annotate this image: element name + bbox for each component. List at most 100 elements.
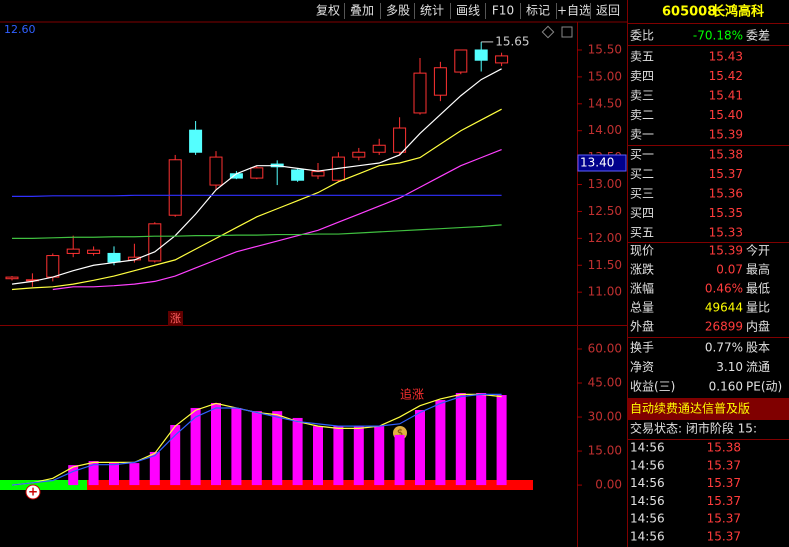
toolbar-button[interactable]: 标记	[526, 4, 550, 18]
y-tick-label: 14.00	[588, 123, 622, 137]
bar	[272, 411, 283, 486]
signal-label: 追涨	[400, 387, 424, 402]
toolbar-button[interactable]: 返回	[596, 4, 620, 18]
toolbar-button[interactable]: 统计	[420, 4, 444, 18]
stat-label: 外盘	[630, 319, 654, 334]
ask-price: 15.39	[709, 128, 743, 142]
bar	[415, 410, 425, 486]
diamond-icon[interactable]	[541, 25, 555, 39]
banner-box	[628, 398, 789, 420]
candle-body	[474, 49, 488, 61]
stat-label: 涨幅	[630, 281, 654, 296]
toolbar-button[interactable]: 复权	[316, 4, 340, 18]
bid-label: 买五	[630, 226, 654, 240]
tick-price: 15.37	[707, 512, 741, 526]
row-label: 委比	[630, 29, 654, 43]
toolbar-button[interactable]: 多股	[386, 4, 410, 18]
candle-body	[495, 55, 509, 64]
stat-label: 现价	[630, 244, 654, 258]
bid-label: 买四	[630, 206, 654, 220]
bar	[455, 393, 466, 486]
fund-label: PE(动)	[746, 380, 782, 394]
row-value: -70.18%	[693, 29, 743, 43]
bar	[129, 463, 140, 486]
y-tick-label: 11.50	[588, 258, 622, 272]
bid-price: 15.35	[709, 206, 743, 220]
y-tick-label: 15.00	[588, 69, 622, 83]
candle-body	[372, 144, 386, 153]
fund-value: 3.10	[716, 360, 743, 374]
fund-label: 流通	[746, 360, 770, 374]
bar	[496, 395, 507, 486]
stat-label: 涨跌	[630, 262, 654, 277]
candle-body	[433, 67, 447, 96]
candle-body	[413, 72, 427, 114]
money-icon-sign: $	[397, 428, 403, 439]
ask-price: 15.43	[709, 50, 743, 64]
line	[11, 108, 502, 291]
candle-body	[66, 248, 80, 254]
indicator-value: 12.60	[4, 23, 36, 36]
bid-label: 买一	[630, 148, 654, 162]
buy-icon	[25, 484, 41, 500]
tick-time: 14:56	[630, 458, 665, 472]
toolbar-button[interactable]: F10	[492, 4, 514, 18]
toolbar-button[interactable]: 画线	[456, 4, 480, 18]
bid-price: 15.37	[709, 167, 743, 181]
candle-body	[454, 49, 468, 73]
bid-price: 15.38	[709, 148, 743, 162]
y-tick-label: 14.50	[588, 96, 622, 110]
bar	[88, 461, 99, 486]
signal-bar-red	[87, 480, 533, 490]
cursor-price: 13.40	[580, 156, 614, 170]
y-tick-label: 12.00	[588, 231, 622, 245]
stat-label: 今开	[746, 243, 770, 258]
bar	[292, 417, 303, 486]
bar	[353, 426, 364, 486]
stat-label: 最低	[746, 282, 770, 296]
y-tick-label: 0.00	[595, 478, 622, 492]
stat-value: 15.39	[709, 244, 743, 258]
bid-label: 买二	[630, 167, 654, 181]
buy-icon-plus: +	[28, 485, 38, 499]
toolbar-button[interactable]: 叠加	[350, 4, 374, 18]
bar	[231, 407, 242, 486]
candle-body	[87, 249, 101, 254]
stat-label: 总量	[630, 301, 654, 315]
candle-body	[107, 252, 121, 263]
signal-marker-box	[168, 311, 183, 326]
bid-label: 买三	[630, 187, 654, 201]
y-tick-label: 13.00	[588, 177, 622, 191]
toolbar-button[interactable]: +自选	[557, 4, 591, 18]
y-tick-label: 15.00	[588, 444, 622, 458]
ask-label: 卖三	[630, 89, 654, 103]
trade-status: 交易状态: 闭市阶段 15:	[630, 421, 757, 436]
candle-body	[189, 129, 203, 153]
fund-label: 净资	[630, 360, 654, 374]
bar	[190, 407, 201, 486]
high-label: 15.65	[495, 34, 529, 48]
bar	[68, 465, 79, 486]
bar	[170, 424, 181, 486]
bid-price: 15.36	[709, 187, 743, 201]
line	[11, 393, 502, 486]
candle-body	[311, 171, 325, 177]
ask-label: 卖四	[630, 69, 654, 83]
line	[12, 194, 502, 197]
bar	[211, 402, 221, 486]
row-label: 委差	[746, 29, 770, 43]
tick-price: 15.37	[707, 476, 741, 490]
stat-value: 26899	[705, 320, 743, 334]
line	[11, 68, 502, 285]
ask-price: 15.42	[709, 69, 743, 83]
y-tick-label: 45.00	[588, 376, 622, 390]
fund-label: 股本	[746, 341, 770, 355]
window-icon[interactable]	[561, 26, 573, 38]
ask-price: 15.41	[709, 89, 743, 103]
candle-body	[393, 127, 407, 153]
ask-price: 15.40	[709, 108, 743, 122]
fund-label: 换手	[630, 341, 654, 355]
candle-body	[46, 255, 60, 278]
